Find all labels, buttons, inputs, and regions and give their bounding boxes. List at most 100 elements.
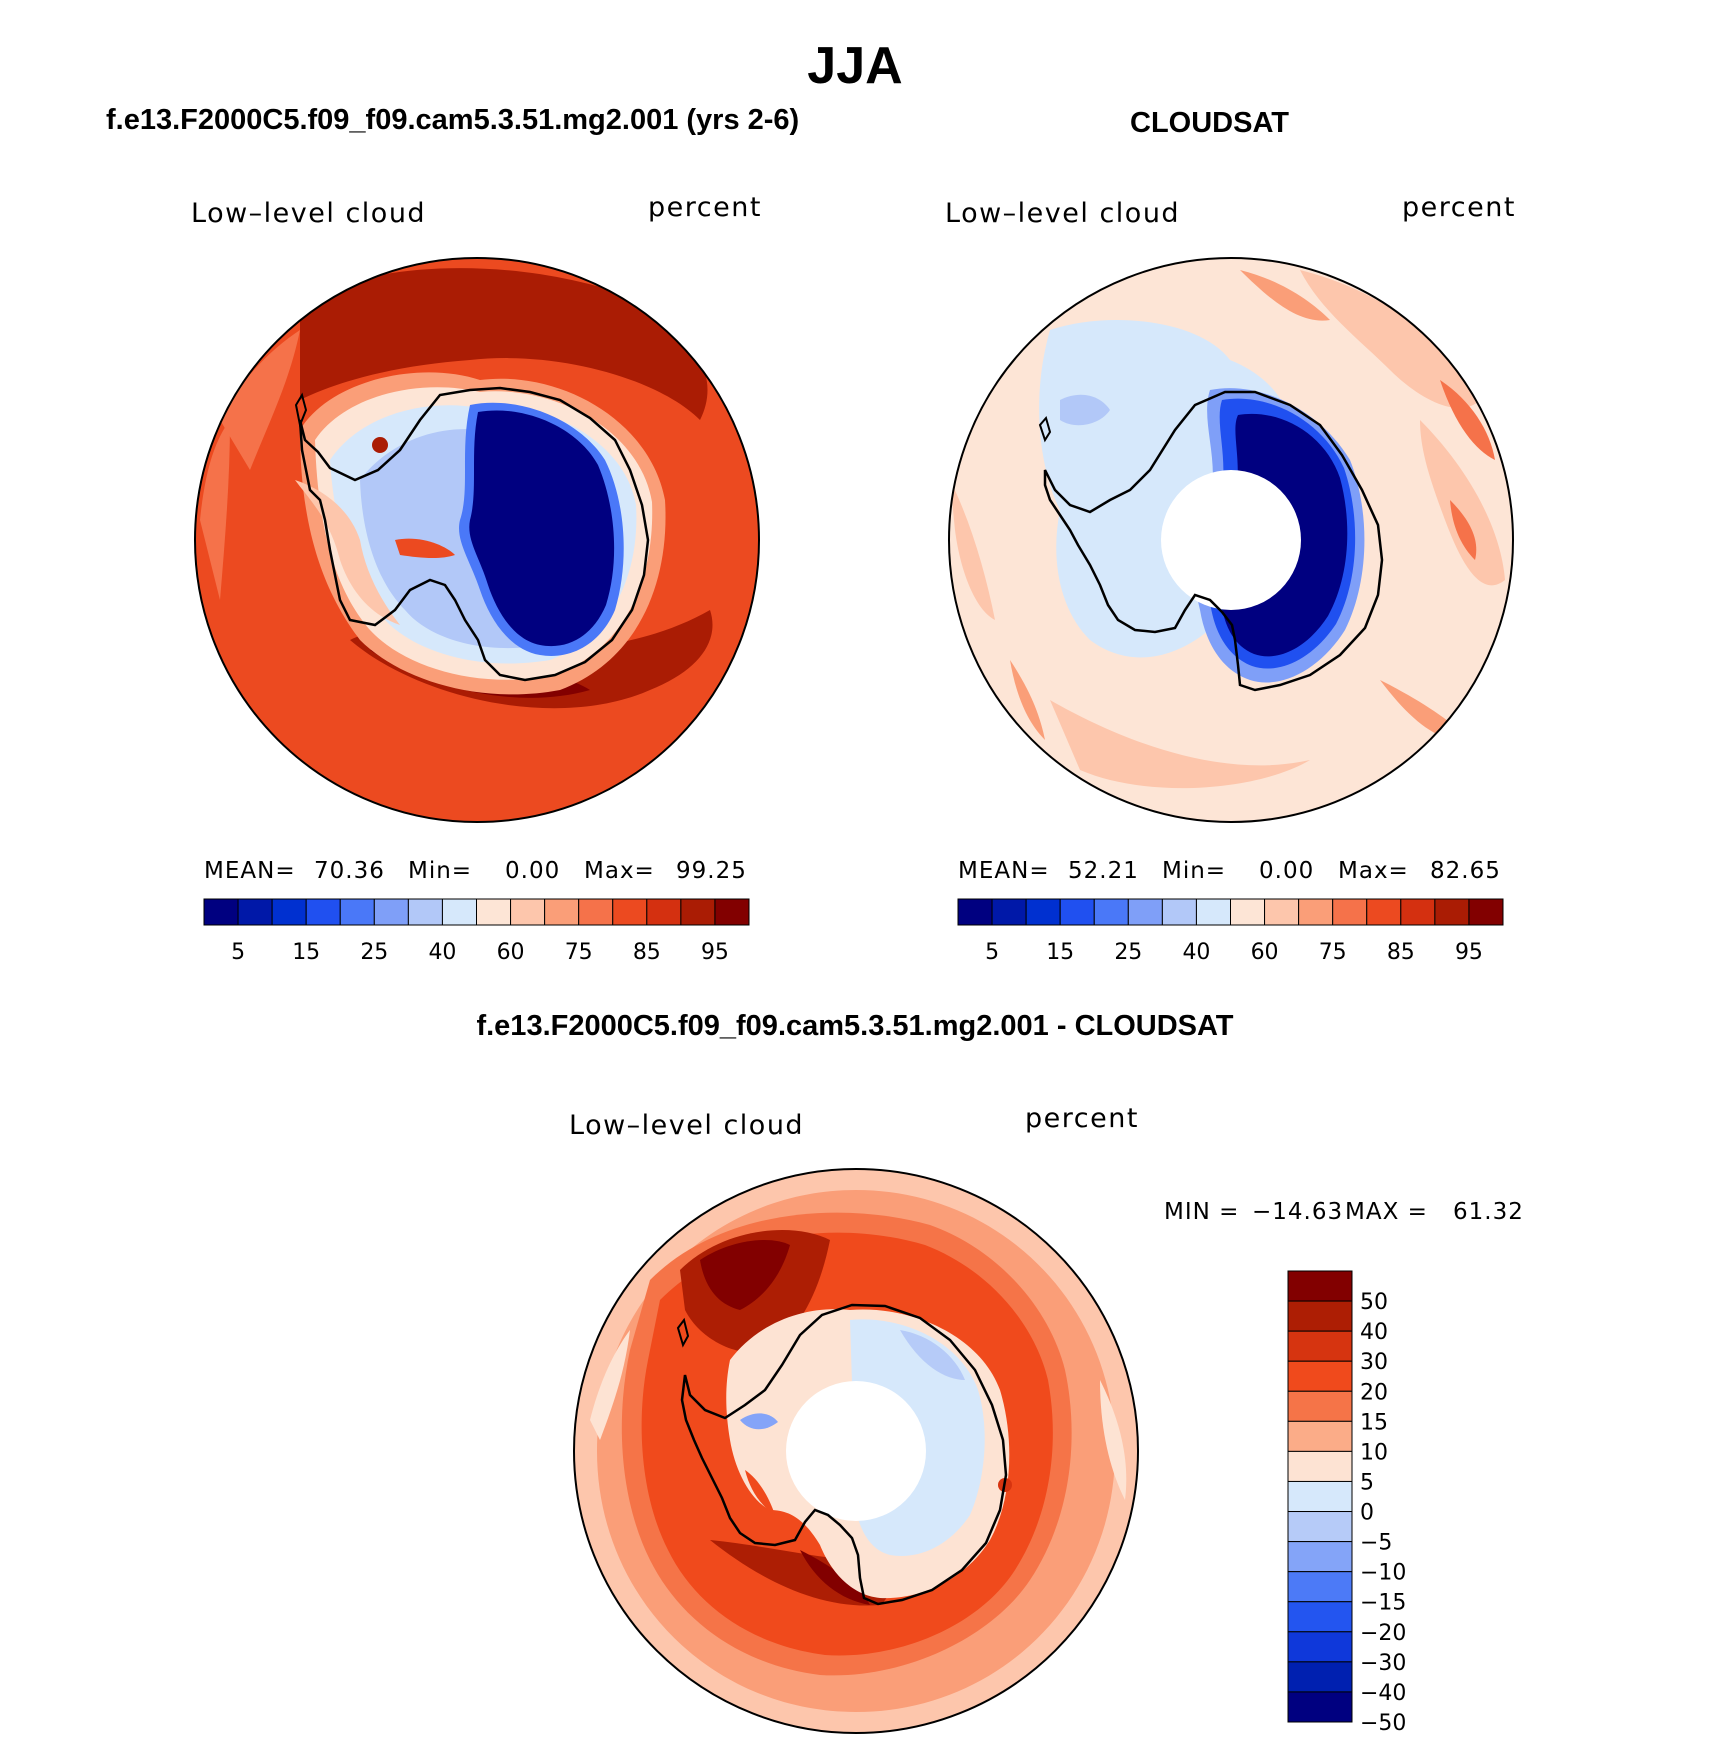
panel-b-max-value: 82.65 <box>1430 858 1501 884</box>
diff-colorbar-tick-label: 15 <box>1360 1410 1388 1435</box>
panel-a-colorbar-tick-label: 40 <box>428 940 456 965</box>
panel-a-colorbar-swatch <box>544 898 580 926</box>
diff-colorbar-tick-label: 30 <box>1360 1350 1388 1375</box>
figure-title: JJA <box>807 37 903 95</box>
diff-colorbar-swatch <box>1287 1480 1353 1513</box>
panel-b-mean-value: 52.21 <box>1068 858 1139 884</box>
panel-b-colorbar-swatch <box>1400 898 1436 926</box>
panel-b-colorbar-swatch <box>1195 898 1231 926</box>
diff-colorbar-tick-label: −40 <box>1360 1681 1406 1706</box>
panel-b-map <box>949 258 1513 822</box>
panel-a-colorbar-swatch <box>373 898 409 926</box>
panel-a-map <box>195 258 759 822</box>
panel-a-colorbar-tick-label: 25 <box>360 940 388 965</box>
panel-a-map-border <box>194 257 760 823</box>
diff-colorbar-tick-label: −5 <box>1360 1531 1392 1556</box>
panel-b-colorbar-tick-label: 95 <box>1455 940 1483 965</box>
panel-a-colorbar-swatch <box>441 898 477 926</box>
panel-a-variable: Low–level cloud <box>191 198 427 229</box>
panel-a-max-value: 99.25 <box>676 858 747 884</box>
panel-b-colorbar-swatch <box>1093 898 1129 926</box>
diff-colorbar-swatch <box>1287 1360 1353 1392</box>
diff-max-label: MAX = <box>1345 1199 1428 1225</box>
diff-colorbar-tick-label: 40 <box>1360 1320 1388 1345</box>
panel-b-colorbar-tick-label: 5 <box>985 940 999 965</box>
panel-b-colorbar-swatch <box>1298 898 1334 926</box>
panel-b-min-label: Min= <box>1162 858 1227 884</box>
diff-colorbar-tick-label: −20 <box>1360 1621 1406 1646</box>
panel-a-mean-label: MEAN= <box>204 858 296 884</box>
panel-a-colorbar-swatch <box>612 898 648 926</box>
diff-map-border <box>573 1168 1139 1734</box>
panel-a-colorbar-tick-label: 60 <box>497 940 525 965</box>
panel-b-colorbar: 5 15 25 40 60 75 85 95 <box>957 898 1504 965</box>
diff-panel-units: percent <box>1025 1103 1139 1134</box>
diff-min-value: −14.63 <box>1252 1199 1344 1225</box>
panel-b-coastline <box>1043 390 1384 692</box>
panel-a-colorbar-swatch <box>680 898 716 926</box>
diff-colorbar-tick-label: 5 <box>1360 1470 1374 1495</box>
panel-b-colorbar-swatch <box>1127 898 1163 926</box>
panel-b-colorbar-swatch <box>1025 898 1061 926</box>
panel-b-colorbar-swatch <box>1468 898 1504 926</box>
diff-min-label: MIN = <box>1164 1199 1240 1225</box>
diff-colorbar-swatch <box>1287 1450 1353 1482</box>
diff-colorbar-tick-label: −15 <box>1360 1591 1406 1616</box>
panel-a-colorbar-tick-label: 5 <box>231 940 245 965</box>
panel-a-max-label: Max= <box>584 858 655 884</box>
panel-b-colorbar-swatch <box>1264 898 1300 926</box>
panel-a-mean-value: 70.36 <box>314 858 385 884</box>
panel-a-colorbar-tick-label: 15 <box>292 940 320 965</box>
panel-a-colorbar-swatch <box>271 898 307 926</box>
panel-a-colorbar-tick-label: 85 <box>633 940 661 965</box>
panel-b-min-value: 0.00 <box>1259 858 1315 884</box>
panel-b-max-label: Max= <box>1338 858 1409 884</box>
diff-colorbar-swatch <box>1287 1300 1353 1332</box>
diff-colorbar-swatch <box>1287 1420 1353 1452</box>
panel-a-colorbar-tick-label: 95 <box>701 940 729 965</box>
panel-b-title: CLOUDSAT <box>1130 107 1289 139</box>
panel-a-units: percent <box>648 192 762 223</box>
diff-colorbar-tick-label: −30 <box>1360 1651 1406 1676</box>
diff-colorbar-tick-label: 10 <box>1360 1440 1388 1465</box>
panel-a-min-label: Min= <box>408 858 473 884</box>
diff-colorbar-swatch <box>1287 1330 1353 1362</box>
panel-b-colorbar-tick-label: 15 <box>1046 940 1074 965</box>
diff-colorbar-swatch <box>1287 1661 1353 1693</box>
diff-colorbar-tick-label: 20 <box>1360 1380 1388 1405</box>
panel-a-colorbar-swatch <box>339 898 375 926</box>
diff-colorbar-swatch <box>1287 1601 1353 1633</box>
diff-max-value: 61.32 <box>1453 1199 1524 1225</box>
panel-b-colorbar-tick-label: 75 <box>1319 940 1347 965</box>
panel-a-colorbar-swatch <box>203 898 239 926</box>
panel-b-colorbar-swatch <box>1434 898 1470 926</box>
panel-b-colorbar-tick-label: 40 <box>1182 940 1210 965</box>
panel-a-colorbar-swatch <box>305 898 341 926</box>
panel-a-coastline <box>298 386 650 682</box>
panel-a-colorbar-swatch <box>578 898 614 926</box>
panel-b-colorbar-tick-label: 60 <box>1251 940 1279 965</box>
diff-colorbar-swatch <box>1287 1631 1353 1663</box>
diff-colorbar-swatch <box>1287 1571 1353 1603</box>
diff-colorbar-tick-label: −10 <box>1360 1561 1406 1586</box>
diff-colorbar-tick-label: 50 <box>1360 1290 1388 1315</box>
panel-a-colorbar-swatch <box>510 898 546 926</box>
panel-a-min-value: 0.00 <box>505 858 561 884</box>
diff-panel-variable: Low–level cloud <box>569 1110 805 1141</box>
panel-a-colorbar-swatch <box>407 898 443 926</box>
diff-colorbar-swatch <box>1287 1390 1353 1422</box>
diff-colorbar-swatch <box>1287 1270 1353 1302</box>
panel-a-colorbar-swatch <box>237 898 273 926</box>
diff-colorbar-swatch <box>1287 1541 1353 1573</box>
diff-colorbar-swatch <box>1287 1511 1353 1543</box>
panel-b-units: percent <box>1402 192 1516 223</box>
panel-a-colorbar-swatch <box>646 898 682 926</box>
diff-coastline <box>680 1303 1008 1606</box>
panel-b-colorbar-swatch <box>1059 898 1095 926</box>
panel-a-colorbar-tick-label: 75 <box>565 940 593 965</box>
panel-b-colorbar-swatch <box>1230 898 1266 926</box>
panel-b-colorbar-swatch <box>1366 898 1402 926</box>
panel-b-colorbar-swatch <box>991 898 1027 926</box>
